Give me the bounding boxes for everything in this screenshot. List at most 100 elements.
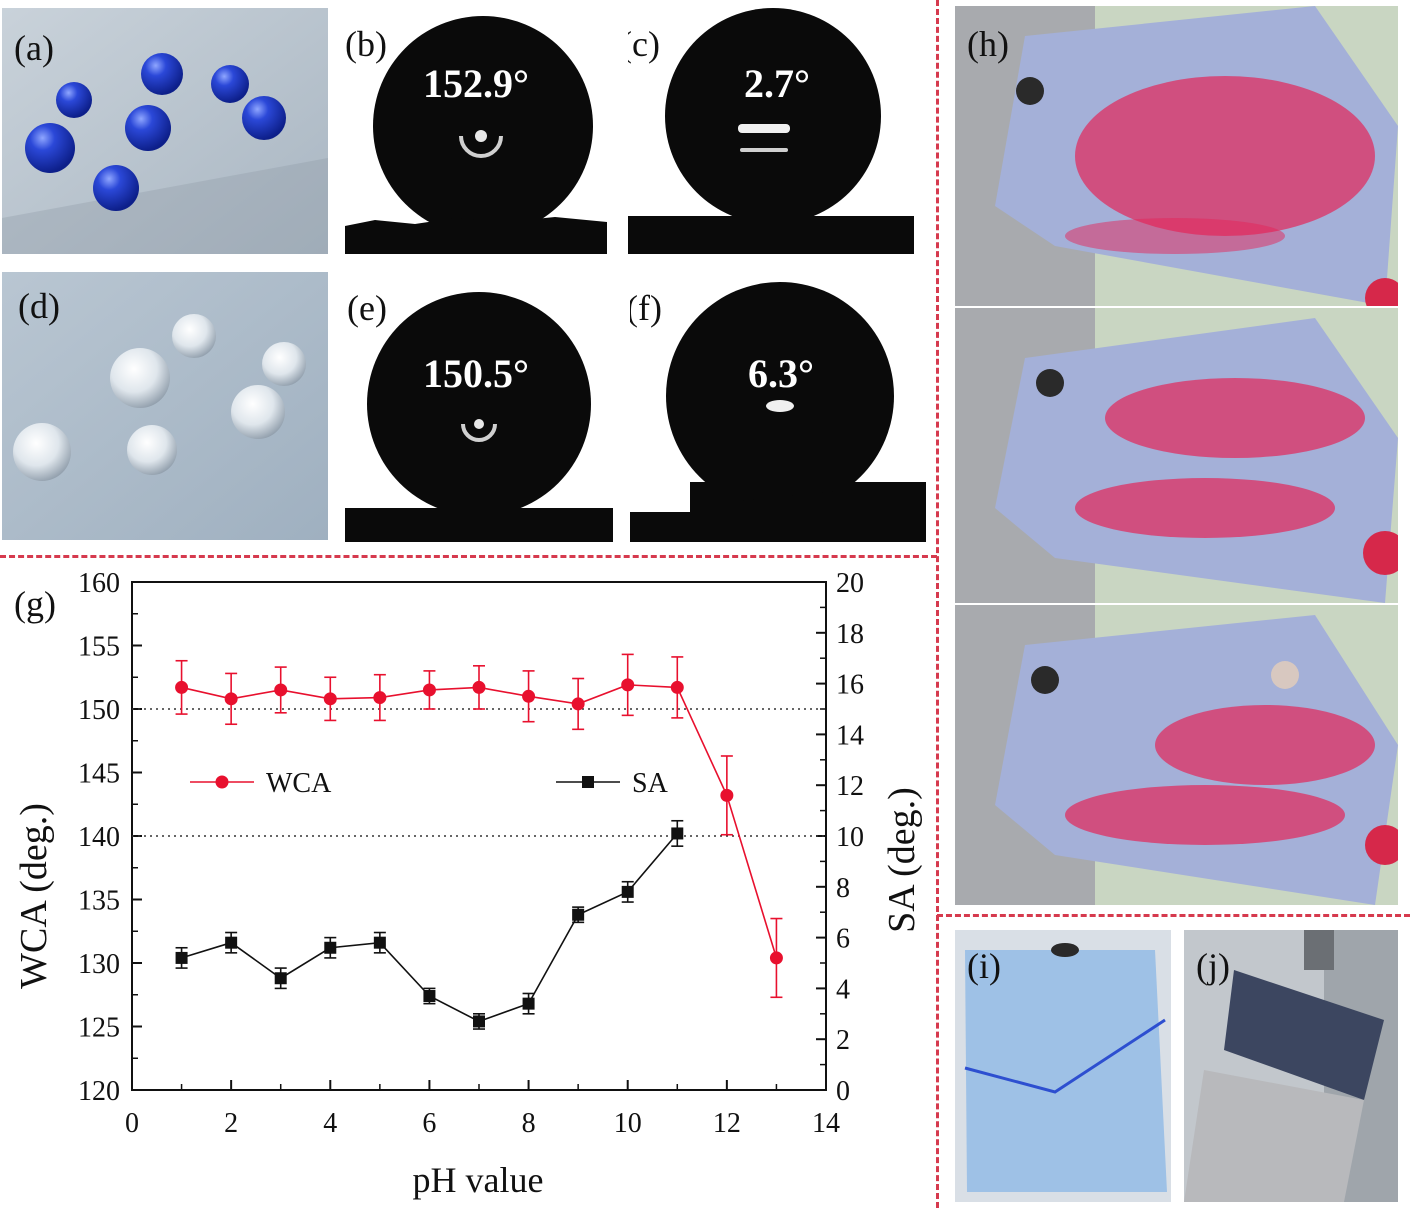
y-tick-label-right: 14 [836,720,864,751]
panel-e-contact-angle: (e) 150.5° [345,272,613,542]
x-tick-label: 14 [812,1108,840,1139]
y-tick-label-right: 6 [836,924,850,955]
y-tick-label-left: 125 [78,1013,120,1044]
x-axis-label: pH value [413,1160,544,1200]
chart-axes: 0 2 4 6 8 10 12 14 120 125 130 135 140 145 150 155 160 0 2… [78,568,864,1139]
legend-label: SA [632,768,669,799]
panel-e-label: (e) [347,288,387,328]
panel-h-photo-middle [955,308,1398,603]
y-tick-label-right: 8 [836,873,850,904]
panel-a-label: (a) [14,28,54,68]
data-point [571,697,585,711]
data-point [670,680,684,694]
panel-d-label: (d) [18,286,60,326]
y-axis-label-right: SA (deg.) [881,787,923,933]
plate-red-powder-image [955,308,1398,603]
panel-b-angle-value: 152.9° [423,61,529,106]
wca-sa-chart: (g) 0 2 4 6 8 10 12 141201251301351401451501551… [13,568,923,1200]
data-point [175,680,189,694]
panel-h-photo-bottom [955,605,1398,905]
series-sa [175,819,684,1030]
legend-item-wca: WCA [190,768,332,799]
clear-droplets-image [2,272,328,540]
y-tick-label-left: 140 [78,822,120,853]
data-point [324,941,337,954]
droplet-profile-image [345,8,607,254]
y-tick-label-left: 145 [78,759,120,790]
chart-marks [175,653,783,1030]
data-point [274,683,288,697]
y-axis-label-left: WCA (deg.) [13,803,55,989]
panel-h-label: (h) [967,24,1009,64]
data-point [373,936,386,949]
plate-immersed-image [1184,930,1398,1202]
y-tick-label-right: 2 [836,1025,850,1056]
panel-g-label: (g) [14,584,56,624]
panel-b-label: (b) [345,24,387,64]
y-tick-label-left: 155 [78,632,120,663]
panel-h-photo-top: (h) [955,6,1398,306]
data-point [572,908,585,921]
y-tick-label-right: 4 [836,974,850,1005]
x-tick-label: 2 [224,1108,238,1139]
y-tick-label-right: 0 [836,1076,850,1107]
panel-c-angle-value: 2.7° [744,61,810,106]
panel-f-angle-value: 6.3° [748,351,814,396]
y-tick-label-left: 160 [78,568,120,599]
data-point [175,951,188,964]
y-tick-label-right: 10 [836,822,864,853]
data-point [671,827,684,840]
legend-marker [215,775,229,789]
legend-marker [582,776,594,788]
data-point [621,678,635,692]
legend-label: WCA [266,768,332,799]
panel-c-contact-angle: (c) 2.7° [628,8,914,254]
data-point [423,990,436,1003]
divider-vertical [936,0,939,1208]
panel-i-photo: (i) [955,930,1171,1202]
data-point [720,788,734,802]
blue-droplets-image [2,8,328,254]
data-point [224,692,238,706]
x-tick-label: 8 [522,1108,536,1139]
divider-horizontal-left [0,555,937,558]
data-point [522,689,536,703]
y-tick-label-left: 130 [78,949,120,980]
panel-j-photo: (j) [1184,930,1398,1202]
series-line [181,684,778,959]
droplet-profile-image [345,272,613,542]
data-point [225,936,238,949]
panel-d-photo: (d) [2,272,328,540]
panel-a-photo: (a) [2,8,328,254]
panel-e-angle-value: 150.5° [423,351,529,396]
y-tick-label-right: 20 [836,568,864,599]
droplet-profile-image [628,8,914,254]
y-tick-label-right: 12 [836,771,864,802]
panel-c-label: (c) [628,24,660,64]
droplet-profile-image [630,272,926,542]
data-point [472,680,486,694]
x-tick-label: 6 [422,1108,436,1139]
y-tick-label-left: 150 [78,695,120,726]
legend-item-sa: SA [556,768,669,799]
y-tick-label-right: 18 [836,619,864,650]
data-point [323,692,337,706]
series-wca [175,653,783,999]
panel-f-label: (f) [630,288,662,328]
data-point [769,951,783,965]
plate-blue-streak-image [955,930,1171,1202]
x-tick-label: 4 [323,1108,337,1139]
data-point [522,997,535,1010]
panel-j-label: (j) [1196,946,1230,986]
divider-horizontal-right [937,914,1410,917]
x-tick-label: 0 [125,1108,139,1139]
y-tick-label-left: 120 [78,1076,120,1107]
data-point [373,691,387,705]
y-tick-label-left: 135 [78,886,120,917]
panel-b-contact-angle: (b) 152.9° [345,8,607,254]
plate-red-powder-image [955,6,1398,306]
y-tick-label-right: 16 [836,670,864,701]
data-point [274,972,287,985]
chart-reference-lines [132,708,826,837]
panel-f-contact-angle: (f) 6.3° [630,272,926,542]
